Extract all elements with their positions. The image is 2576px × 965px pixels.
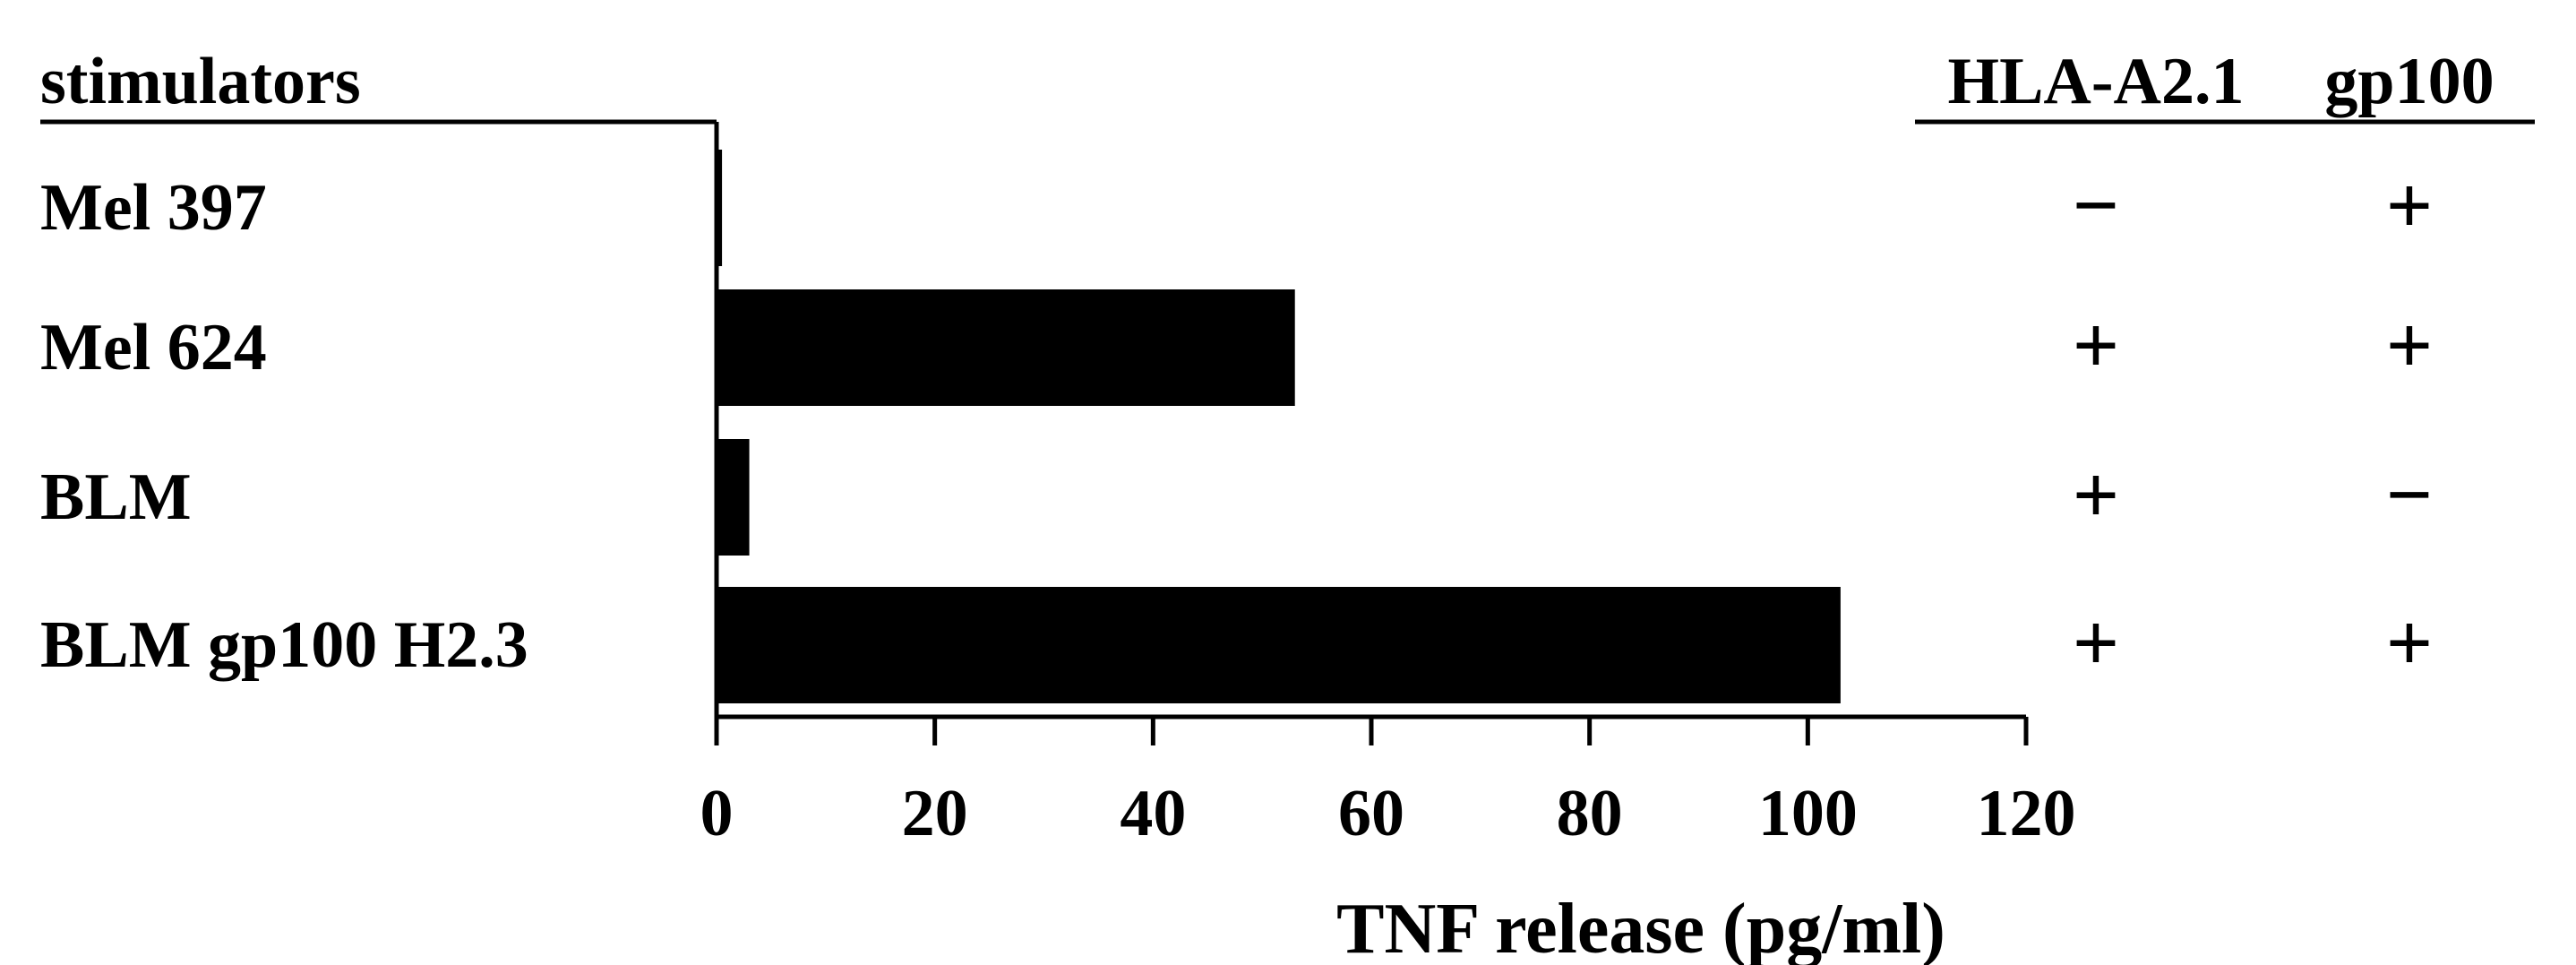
- x-tick-label-80: 80: [1557, 777, 1623, 850]
- x-tick-label-60: 60: [1338, 777, 1404, 850]
- row-header-stimulators: stimulators: [40, 45, 361, 118]
- x-tick-label-0: 0: [700, 777, 734, 850]
- x-tick-label-40: 40: [1120, 777, 1186, 850]
- column-header-hla-a2-1: HLA-A2.1: [1948, 45, 2245, 118]
- category-label-mel-397: Mel 397: [40, 171, 267, 245]
- x-tick-label-120: 120: [1977, 777, 2076, 850]
- side-table-cell-gp100-blm: −: [2386, 449, 2433, 540]
- category-label-blm: BLM: [40, 461, 192, 534]
- column-header-gp100: gp100: [2324, 45, 2494, 118]
- side-table-cell-hla-a2-1-mel-624: +: [2073, 299, 2119, 391]
- category-label-mel-624: Mel 624: [40, 311, 267, 384]
- side-table-cell-hla-a2-1-mel-397: −: [2073, 159, 2119, 251]
- x-tick-label-100: 100: [1758, 777, 1858, 850]
- bar-mel-624: [717, 289, 1295, 406]
- side-table-cell-hla-a2-1-blm: +: [2073, 449, 2119, 540]
- side-table-cell-hla-a2-1-blm-gp100-h2-3: +: [2073, 597, 2119, 688]
- x-axis-label: TNF release (pg/ml): [1336, 890, 1945, 965]
- bar-blm: [717, 439, 750, 556]
- side-table-cell-gp100-mel-624: +: [2386, 299, 2433, 391]
- side-table-cell-gp100-blm-gp100-h2-3: +: [2386, 597, 2433, 688]
- bar-mel-397: [717, 150, 723, 266]
- side-table-cell-gp100-mel-397: +: [2386, 159, 2433, 251]
- category-label-blm-gp100-h2-3: BLM gp100 H2.3: [40, 608, 528, 682]
- x-tick-label-20: 20: [902, 777, 968, 850]
- bar-blm-gp100-h2-3: [717, 587, 1841, 703]
